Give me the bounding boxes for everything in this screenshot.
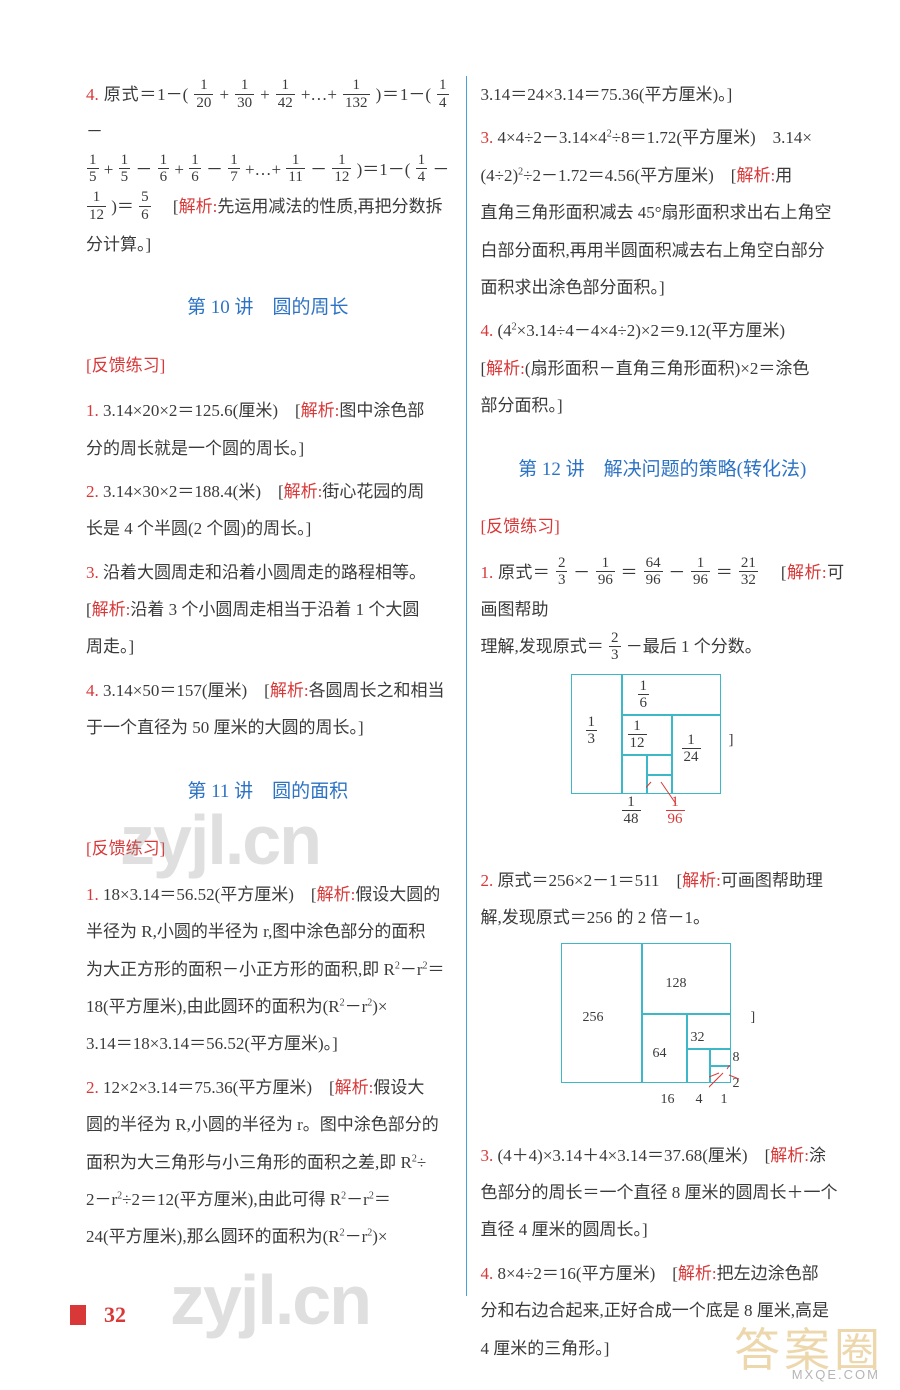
r-cont: 3.14＝24×3.14＝75.36(平方厘米)。] [481,76,845,113]
item-num: 4. [86,85,99,104]
title-lesson-10: 第 10 讲 圆的周长 [86,287,450,329]
footer-marker [70,1305,86,1325]
r12-3: 3. (4＋4)×3.14＋4×3.14＝37.68(厘米) [解析:涂 色部分… [481,1137,845,1249]
txt: 原式＝1－( [104,85,194,104]
frac: 120 [194,77,213,111]
subhead-feedback: [反馈练习] [86,830,450,867]
title-lesson-12: 第 12 讲 解决问题的策略(转化法) [481,449,845,491]
l-q4: 4. 原式＝1－( 120 + 130 + 142 +…+ 1132 )＝1－(… [86,76,450,263]
column-divider [466,76,467,1296]
l10-2: 2. 3.14×30×2＝188.4(米) [解析:街心花园的周 长是 4 个半… [86,473,450,548]
r3: 3. 4×4÷2－3.14×42÷8＝1.72(平方厘米) 3.14× (4÷2… [481,119,845,306]
analysis-label: 解析: [179,197,218,216]
l10-4: 4. 3.14×50＝157(厘米) [解析:各圆周长之和相当 于一个直径为 5… [86,672,450,747]
left-column: 4. 原式＝1－( 120 + 130 + 142 +…+ 1132 )＝1－(… [86,76,450,1270]
l11-2: 2. 12×2×3.14＝75.36(平方厘米) [解析:假设大 圆的半径为 R… [86,1069,450,1256]
l10-1: 1. 3.14×20×2＝125.6(厘米) [解析:图中涂色部 分的周长就是一… [86,392,450,467]
page-number: 32 [104,1302,126,1328]
powers-diagram: 256 128 64 32 16 8 4 2 1 ] [561,943,771,1133]
r4: 4. (42×3.14÷4－4×4÷2)×2＝9.12(平方厘米) [解析:(扇… [481,312,845,424]
subhead-feedback: [反馈练习] [86,347,450,384]
fraction-diagram: 13 16 112 124 148 196 ] [571,674,751,854]
subhead-feedback: [反馈练习] [481,508,845,545]
r12-1: 1. 原式＝ 23 － 196 ＝ 6496 － 196 ＝ 2132 [解析:… [481,554,845,666]
right-column: 3.14＝24×3.14＝75.36(平方厘米)。] 3. 4×4÷2－3.14… [481,76,845,1270]
r12-2: 2. 原式＝256×2－1＝511 [解析:可画图帮助理 解,发现原式＝256 … [481,862,845,937]
corner-watermark-sub: MXQE.COM [792,1367,880,1382]
footer: 32 [70,1302,126,1328]
l10-3: 3. 沿着大圆周走和沿着小圆周走的路程相等。 [解析:沿着 3 个小圆周走相当于… [86,554,450,666]
l11-1: 1. 18×3.14＝56.52(平方厘米) [解析:假设大圆的 半径为 R,小… [86,876,450,1063]
title-lesson-11: 第 11 讲 圆的面积 [86,771,450,813]
page: 4. 原式＝1－( 120 + 130 + 142 +…+ 1132 )＝1－(… [0,0,900,1310]
